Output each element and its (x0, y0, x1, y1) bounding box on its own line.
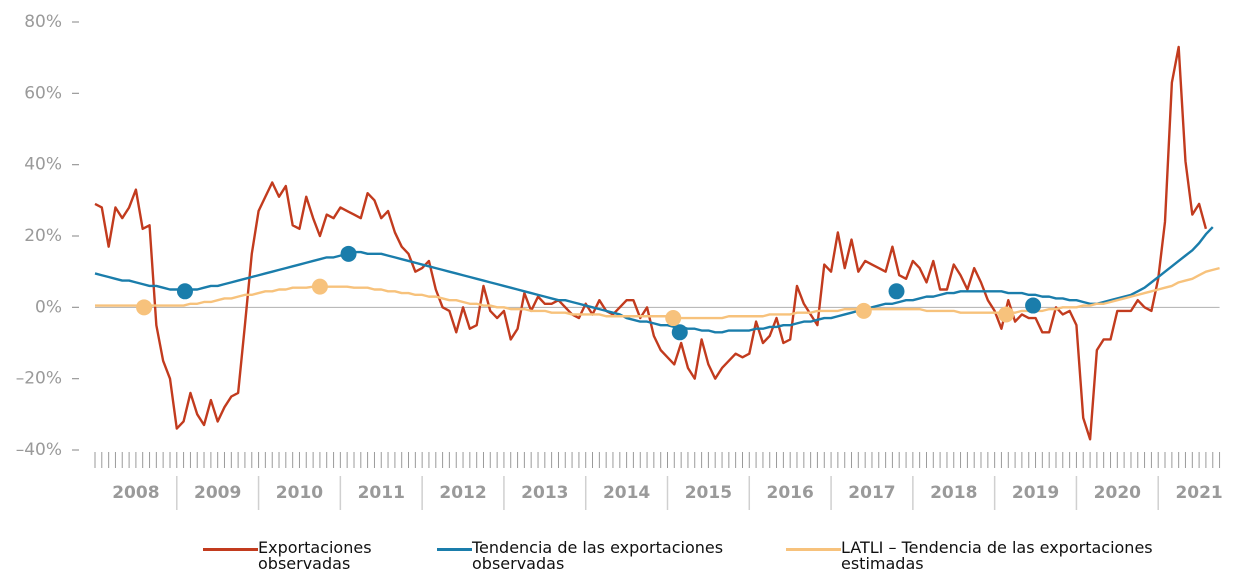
x-tick-label: 2011 (358, 483, 405, 503)
x-tick-label: 2008 (112, 483, 159, 503)
y-tick-label: 20% (24, 226, 62, 246)
legend-swatch (437, 548, 472, 551)
x-tick-label: 2015 (685, 483, 732, 503)
y-tick-label: 40% (24, 155, 62, 175)
y-tick-label: 0% (35, 297, 62, 317)
y-tick-label: –40% (16, 440, 62, 460)
legend-label: LATLI – Tendencia de las exportaciones e… (841, 538, 1153, 573)
series-line (95, 266, 1220, 320)
legend-swatch (786, 548, 841, 551)
series-marker (1025, 297, 1042, 314)
x-tick-label: 2016 (767, 483, 814, 503)
legend-swatch (203, 548, 258, 551)
series-marker (176, 283, 193, 300)
x-tick-label: 2021 (1175, 483, 1222, 503)
x-tick-label: 2013 (521, 483, 568, 503)
x-tick-label: 2020 (1094, 483, 1141, 503)
legend-label: Exportaciones observadas (258, 538, 372, 573)
y-tick-label: –20% (16, 369, 62, 389)
series-marker (888, 283, 905, 300)
series-line (94, 45, 1208, 441)
x-tick-label: 2009 (194, 483, 241, 503)
legend-item: Tendencia de las exportaciones observada… (437, 540, 772, 572)
series-marker (665, 310, 682, 327)
x-tick-label: 2014 (603, 483, 650, 503)
x-tick-label: 2010 (276, 483, 323, 503)
legend-item: Exportaciones observadas (203, 540, 398, 572)
y-tick-label: 60% (24, 83, 62, 103)
legend-item: LATLI – Tendencia de las exportaciones e… (786, 540, 1221, 572)
series-marker (998, 306, 1015, 323)
series-marker (340, 245, 357, 262)
x-tick-label: 2012 (439, 483, 486, 503)
legend-label: Tendencia de las exportaciones observada… (472, 538, 724, 573)
x-tick-label: 2018 (930, 483, 977, 503)
x-tick-label: 2019 (1012, 483, 1059, 503)
x-tick-label: 2017 (848, 483, 895, 503)
series-marker (136, 299, 153, 316)
y-tick-label: 80% (24, 12, 62, 32)
series-line (94, 226, 1214, 334)
series-marker (671, 324, 688, 341)
series-marker (311, 278, 328, 295)
series-marker (855, 302, 872, 319)
chart: –40% –20% 0% 20% 40% 60% 80% 2008 2009 2010 2011 20… (16, 12, 1223, 510)
